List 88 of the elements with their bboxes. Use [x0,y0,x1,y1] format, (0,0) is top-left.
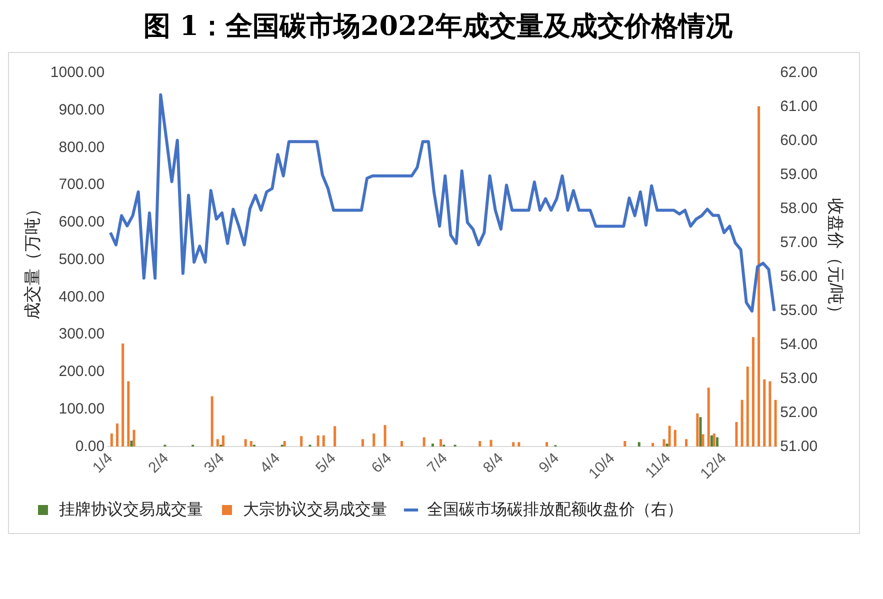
bar [668,426,671,447]
y2-tick-label: 54.00 [780,336,818,353]
y2-tick-label: 53.00 [780,370,818,387]
bar [740,400,744,447]
bar [696,413,699,447]
legend-label: 大宗协议交易成交量 [243,500,387,518]
x-tick-label: 4/4 [256,450,284,476]
y-tick-label: 300.00 [58,326,105,343]
bar [758,106,760,447]
legend-label: 全国碳市场碳排放配额收盘价（右） [427,500,683,518]
x-tick-label: 6/4 [368,450,396,476]
bar [122,344,124,447]
bar [431,444,434,447]
bar [624,441,626,447]
x-tick-label: 11/4 [642,450,674,482]
bar [216,439,219,447]
bar [110,434,113,447]
bar [752,337,754,447]
y2-tick-label: 57.00 [780,234,818,251]
bar [384,424,386,447]
bar [710,435,713,447]
y2-tick-label: 61.00 [780,98,818,116]
y-axis-title: 成交量（万吨） [22,200,42,320]
y-tick-label: 200.00 [58,363,105,380]
bar [222,435,224,447]
bar [716,437,718,447]
chart-title: 图 1：全国碳市场2022年成交量及成交价格情况 [142,10,734,44]
y2-tick-label: 59.00 [780,166,818,184]
x-tick-label: 7/4 [424,450,451,476]
y2-tick-label: 55.00 [780,302,818,319]
bar [400,441,404,447]
legend-label: 挂牌协议交易成交量 [59,500,203,518]
y2-tick-label: 58.00 [780,200,818,218]
bar [712,434,716,447]
bar [763,379,766,447]
bar [546,442,548,447]
y-tick-label: 600.00 [58,214,105,231]
bar [250,441,252,447]
bar [361,439,364,447]
y2-tick-label: 52.00 [780,404,818,421]
bar [283,441,286,447]
y2-tick-label: 62.00 [780,64,818,82]
y2-axis-title: 收盘价（元/吨） [826,198,846,322]
bar [422,437,426,447]
bar [662,439,666,447]
bar [674,430,676,447]
bar [372,434,376,447]
bar [768,381,772,447]
y2-tick-label: 60.00 [780,132,818,150]
y2-tick-label: 51.00 [780,438,818,455]
bar [638,442,640,447]
bar [478,441,482,447]
bar [334,426,336,447]
y-tick-label: 500.00 [58,250,105,268]
bar [130,440,133,447]
bar [518,442,520,447]
bar [132,430,136,447]
x-tick-label: 8/4 [480,450,507,476]
x-tick-label: 2/4 [145,450,172,476]
y-tick-label: 400.00 [58,288,105,306]
bar [699,417,702,447]
bar [652,442,654,447]
bar [707,388,710,447]
bar [735,422,738,447]
bar [685,439,688,447]
bar [774,400,777,447]
bar [244,439,247,447]
bar [316,435,320,447]
bar [746,366,749,447]
bar [322,435,325,447]
x-tick-label: 3/4 [200,450,228,476]
bar [702,434,704,447]
bar [127,381,130,447]
bar [210,396,214,447]
bar [440,439,442,447]
y-tick-label: 900.00 [58,102,105,119]
y-tick-label: 800.00 [58,138,105,156]
x-tick-label: 5/4 [312,450,340,476]
y-tick-label: 100.00 [58,400,105,418]
x-tick-label: 9/4 [536,450,562,476]
bar [490,440,492,447]
y-tick-label: 1000.00 [50,64,105,82]
y2-tick-label: 56.00 [780,268,818,285]
bar [116,423,118,447]
y-tick-label: 700.00 [58,176,105,194]
bar [300,436,303,447]
bar [666,444,668,447]
bar [512,442,515,447]
